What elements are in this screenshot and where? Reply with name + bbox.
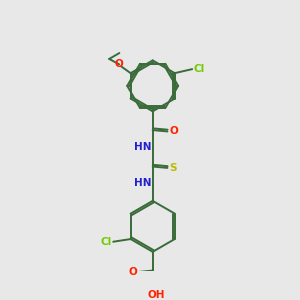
Text: O: O <box>128 267 137 277</box>
Text: S: S <box>169 163 177 173</box>
Text: HN: HN <box>134 142 151 152</box>
Text: O: O <box>169 126 178 136</box>
Text: OH: OH <box>148 290 166 300</box>
Text: O: O <box>115 59 124 69</box>
Text: Cl: Cl <box>100 237 111 247</box>
Text: HN: HN <box>134 178 151 188</box>
Text: Cl: Cl <box>194 64 205 74</box>
